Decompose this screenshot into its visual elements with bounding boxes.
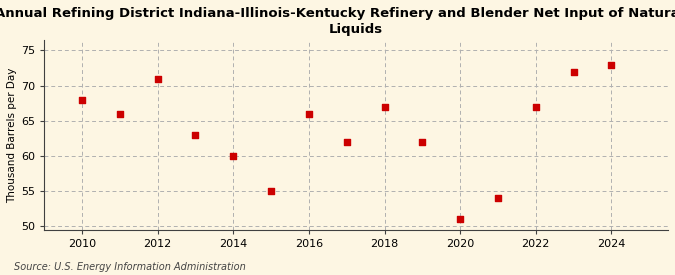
Point (77, 97, 88, 102)
Point (266, 189, 277, 193)
Point (153, 76, 163, 81)
Point (379, 104, 390, 109)
Text: Source: U.S. Energy Information Administration: Source: U.S. Energy Information Administ… (14, 262, 245, 272)
Point (115, 112, 126, 116)
Point (342, 140, 352, 144)
Point (455, 217, 466, 221)
Point (190, 133, 201, 137)
Point (531, 104, 541, 109)
Point (606, 62, 617, 67)
Y-axis label: Thousand Barrels per Day: Thousand Barrels per Day (7, 67, 17, 202)
Point (228, 154, 239, 158)
Point (304, 112, 315, 116)
Point (568, 69, 579, 74)
Point (493, 196, 504, 200)
Title: Annual Refining District Indiana-Illinois-Kentucky Refinery and Blender Net Inpu: Annual Refining District Indiana-Illinoi… (0, 7, 675, 36)
Point (417, 140, 428, 144)
